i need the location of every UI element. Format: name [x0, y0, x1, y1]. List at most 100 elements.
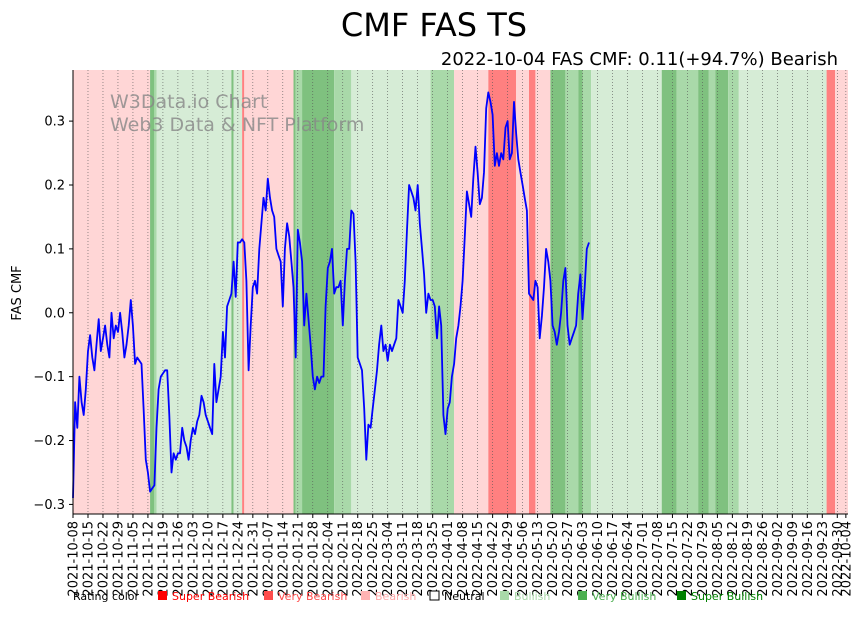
- x-tick-label-21: 2022-03-04: [381, 521, 396, 597]
- rating-band-26: [698, 70, 709, 514]
- rating-band-32: [835, 70, 848, 514]
- rating-band-4: [231, 70, 234, 514]
- x-tick-label-2: 2021-10-22: [96, 521, 111, 597]
- x-tick-label-28: 2022-04-22: [486, 521, 501, 597]
- legend-swatch-0: [158, 591, 167, 600]
- legend-item-6: Super Bullish: [691, 590, 763, 603]
- x-tick-label-44: 2022-08-12: [726, 521, 741, 597]
- x-tick-label-38: 2022-07-01: [636, 521, 651, 597]
- chart-title: CMF FAS TS: [341, 6, 527, 44]
- y-tick-label-1: −0.2: [33, 434, 65, 449]
- x-tick-label-18: 2022-02-11: [336, 521, 351, 597]
- x-tick-label-14: 2022-01-14: [276, 521, 291, 597]
- x-tick-label-42: 2022-07-29: [696, 521, 711, 597]
- cmf-series: [72, 91, 590, 499]
- rating-band-31: [826, 70, 836, 514]
- axes: [72, 70, 848, 515]
- x-tick-label-27: 2022-04-15: [471, 521, 486, 597]
- x-tick-label-5: 2021-11-12: [141, 521, 156, 597]
- legend-swatch-1: [264, 591, 273, 600]
- legend-item-5: Very Bullish: [592, 590, 656, 603]
- rating-band-29: [728, 70, 739, 514]
- rating-band-23: [591, 70, 662, 514]
- rating-band-1: [150, 70, 155, 514]
- x-tick-label-41: 2022-07-22: [681, 521, 696, 597]
- x-tick-label-4: 2021-11-05: [126, 521, 141, 597]
- x-tick-label-37: 2022-06-24: [621, 521, 636, 597]
- x-tick-label-35: 2022-06-10: [591, 521, 606, 597]
- x-tick-label-1: 2021-10-15: [81, 521, 96, 597]
- x-tick-label-26: 2022-04-08: [456, 521, 471, 597]
- x-tick-label-36: 2022-06-17: [606, 521, 621, 597]
- x-tick-label-17: 2022-02-04: [321, 521, 336, 597]
- x-tick-label-22: 2022-03-11: [396, 521, 411, 597]
- legend-swatch-2: [361, 591, 370, 600]
- x-tick-label-47: 2022-09-02: [771, 521, 786, 597]
- x-tick-label-49: 2022-09-16: [801, 521, 816, 597]
- legend-swatch-3: [429, 590, 440, 601]
- x-tick-label-6: 2021-11-19: [156, 521, 171, 597]
- y-ticks: −0.3 −0.2 −0.1 0.0 0.1 0.2 0.3: [33, 115, 73, 513]
- rating-band-13: [430, 70, 455, 514]
- y-tick-label-4: 0.1: [44, 242, 65, 257]
- y-axis-label: FAS CMF: [10, 265, 25, 320]
- x-tick-label-33: 2022-05-27: [561, 521, 576, 597]
- legend-swatch-5: [578, 591, 587, 600]
- rating-band-22: [582, 70, 592, 514]
- y-tick-label-5: 0.2: [44, 178, 65, 193]
- x-tick-label-31: 2022-05-13: [531, 521, 546, 597]
- rating-band-8: [293, 70, 296, 514]
- rating-band-27: [708, 70, 716, 514]
- x-tick-label-30: 2022-05-06: [516, 521, 531, 597]
- rating-band-10: [302, 70, 335, 514]
- watermark-line-2: Web3 Data & NFT Platform: [110, 114, 364, 136]
- legend-item-1: Very Bearish: [278, 590, 347, 603]
- x-tick-label-39: 2022-07-08: [651, 521, 666, 597]
- y-tick-label-2: −0.1: [33, 370, 65, 385]
- series-line-0: [72, 91, 590, 499]
- x-gridlines: [72, 70, 847, 514]
- rating-band-17: [529, 70, 536, 514]
- x-tick-label-11: 2021-12-24: [231, 521, 246, 597]
- rating-band-30: [738, 70, 827, 514]
- x-tick-label-20: 2022-02-25: [366, 521, 381, 597]
- legend-label: Rating color: [73, 590, 140, 603]
- rating-band-20: [565, 70, 579, 514]
- watermark: W3Data.io Chart Web3 Data & NFT Platform: [110, 91, 364, 136]
- y-tick-label-0: −0.3: [33, 498, 65, 513]
- x-tick-label-34: 2022-06-03: [576, 521, 591, 597]
- x-tick-label-10: 2021-12-17: [216, 521, 231, 597]
- rating-bands: [73, 70, 848, 514]
- rating-band-0: [73, 70, 151, 514]
- x-tick-label-25: 2022-04-01: [441, 521, 456, 597]
- x-tick-label-19: 2022-02-18: [351, 521, 366, 597]
- x-ticks: 2021-10-08 2021-10-15 2021-10-22 2021-10-29…: [67, 514, 854, 597]
- rating-band-12: [351, 70, 431, 514]
- x-tick-label-45: 2022-08-19: [741, 521, 756, 597]
- x-tick-label-46: 2022-08-26: [756, 521, 771, 597]
- x-tick-label-48: 2022-09-09: [786, 521, 801, 597]
- x-tick-label-3: 2021-10-29: [111, 521, 126, 597]
- x-tick-label-23: 2022-03-18: [411, 521, 426, 597]
- x-tick-label-50: 2022-09-23: [816, 521, 831, 597]
- x-tick-label-7: 2021-11-26: [171, 521, 186, 597]
- x-tick-label-15: 2022-01-21: [291, 521, 306, 597]
- legend-swatch-6: [677, 591, 686, 600]
- y-tick-label-3: 0.0: [44, 306, 65, 321]
- x-tick-label-24: 2022-03-25: [426, 521, 441, 597]
- x-tick-label-29: 2022-04-29: [501, 521, 516, 597]
- x-tick-label-16: 2022-01-28: [306, 521, 321, 597]
- rating-band-19: [550, 70, 566, 514]
- rating-band-24: [661, 70, 677, 514]
- watermark-line-1: W3Data.io Chart: [110, 91, 267, 113]
- legend-item-2: Bearish: [375, 590, 416, 603]
- rating-band-28: [715, 70, 729, 514]
- rating-band-14: [454, 70, 489, 514]
- x-tick-label-13: 2022-01-07: [261, 521, 276, 597]
- x-tick-label-9: 2021-12-10: [201, 521, 216, 597]
- rating-band-6: [242, 70, 245, 514]
- x-tick-label-0: 2021-10-08: [67, 521, 82, 597]
- x-tick-label-12: 2021-12-31: [246, 521, 261, 597]
- legend-item-3: Neutral: [444, 590, 485, 603]
